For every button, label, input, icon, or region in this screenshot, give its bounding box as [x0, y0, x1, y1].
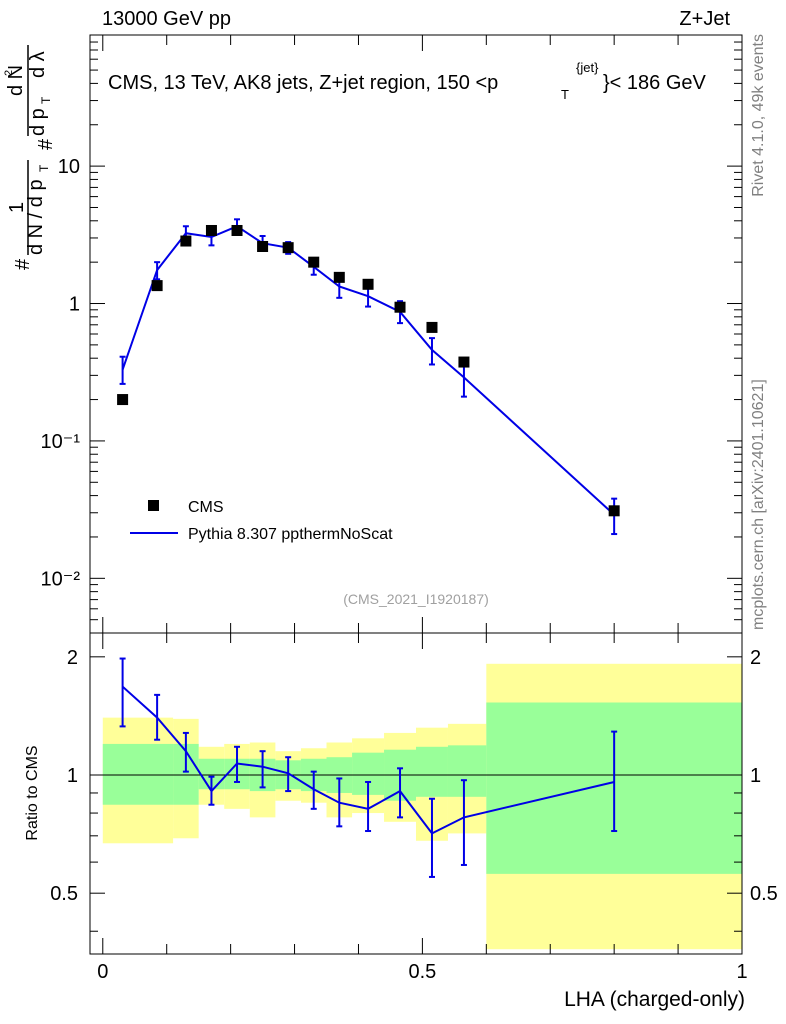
- cms-point: [231, 224, 243, 236]
- mcplots-label: mcplots.cern.ch [arXiv:2401.10621]: [750, 379, 767, 630]
- ratio-y-tick-label-right: 1: [750, 765, 761, 787]
- ratio-plot-frame: [89, 632, 743, 955]
- ratio-y-tick-label: 0.5: [50, 883, 78, 905]
- y-axis-label: # 1 d N / d p T # d N 2 d p T d λ: [3, 45, 57, 270]
- cms-point: [257, 240, 269, 252]
- plot-title: CMS, 13 TeV, AK8 jets, Z+jet region, 150…: [108, 60, 707, 102]
- main-plot: 10⁻² 10⁻¹ 1 10 CMS, 13 TeV, AK8 jets, Z+jet…: [3, 34, 743, 634]
- y-tick-label: 10: [58, 156, 80, 178]
- plot-title-suffix: }< 186 GeV: [603, 72, 707, 94]
- cms-point: [205, 224, 217, 236]
- cms-uncertainty-band-inner: [416, 746, 448, 797]
- ylabel-denominator-1: d N / d p: [25, 179, 47, 255]
- cms-point: [426, 321, 438, 333]
- y-tick-label: 1: [69, 294, 80, 316]
- cms-point: [117, 394, 129, 406]
- mc-line: [121, 225, 615, 516]
- legend: CMS Pythia 8.307 ppthermNoScat: [130, 499, 393, 543]
- cms-point: [282, 242, 294, 254]
- analysis-id: (CMS_2021_I1920187): [343, 591, 489, 607]
- ratio-y-tick-label: 2: [67, 647, 78, 669]
- ylabel-hash-2: #: [35, 138, 57, 150]
- svg-text:T: T: [39, 96, 53, 104]
- plot-title-sub: T: [561, 87, 569, 102]
- legend-cms-marker: [148, 500, 159, 511]
- y-tick-label: 10⁻²: [41, 568, 81, 590]
- x-axis-label: LHA (charged-only): [564, 988, 745, 1011]
- ylabel-numerator-1: 1: [6, 202, 28, 213]
- ratio-y-tick-label-right: 2: [750, 647, 761, 669]
- x-tick-label: 1: [736, 961, 747, 983]
- ylabel-denominator-2: d p: [27, 108, 49, 136]
- y-tick-label: 10⁻¹: [41, 431, 81, 453]
- header-left: 13000 GeV pp: [102, 8, 231, 30]
- cms-point: [458, 356, 470, 368]
- cms-point: [394, 301, 406, 313]
- x-tick-label: 0: [97, 961, 108, 983]
- ratio-y-tick-label-right: 0.5: [750, 883, 778, 905]
- svg-text:d λ: d λ: [27, 51, 49, 78]
- cms-point: [333, 271, 345, 283]
- cms-uncertainty-band-inner: [102, 743, 174, 805]
- header-right: Z+Jet: [679, 8, 730, 30]
- ylabel-hash-1: #: [12, 258, 34, 270]
- cms-uncertainty-band-inner: [447, 745, 487, 797]
- ratio-y-tick-label: 1: [67, 765, 78, 787]
- ratio-plot: 0.5 0.5 1 1 2 2 0 0.5 1 Ratio to CMS LHA (charge…: [24, 632, 778, 1011]
- svg-text:T: T: [37, 164, 51, 172]
- cms-point: [180, 235, 192, 247]
- plot-title-text: CMS, 13 TeV, AK8 jets, Z+jet region, 150…: [108, 72, 498, 94]
- ratio-ylabel: Ratio to CMS: [24, 745, 41, 840]
- svg-text:2: 2: [3, 70, 15, 76]
- plot-title-sup: {jet}: [576, 60, 599, 75]
- legend-mc-label: Pythia 8.307 ppthermNoScat: [188, 526, 393, 543]
- rivet-label: Rivet 4.1.0, 49k events: [750, 34, 767, 197]
- main-plot-frame: [89, 34, 743, 634]
- ratio-line: [121, 685, 615, 835]
- legend-cms-label: CMS: [188, 499, 224, 516]
- cms-point: [308, 256, 320, 268]
- cms-point: [362, 278, 374, 290]
- cms-point: [151, 280, 163, 292]
- cms-point: [608, 505, 620, 517]
- ylabel-numerator-2: d N: [5, 65, 27, 96]
- x-tick-label: 0.5: [408, 961, 436, 983]
